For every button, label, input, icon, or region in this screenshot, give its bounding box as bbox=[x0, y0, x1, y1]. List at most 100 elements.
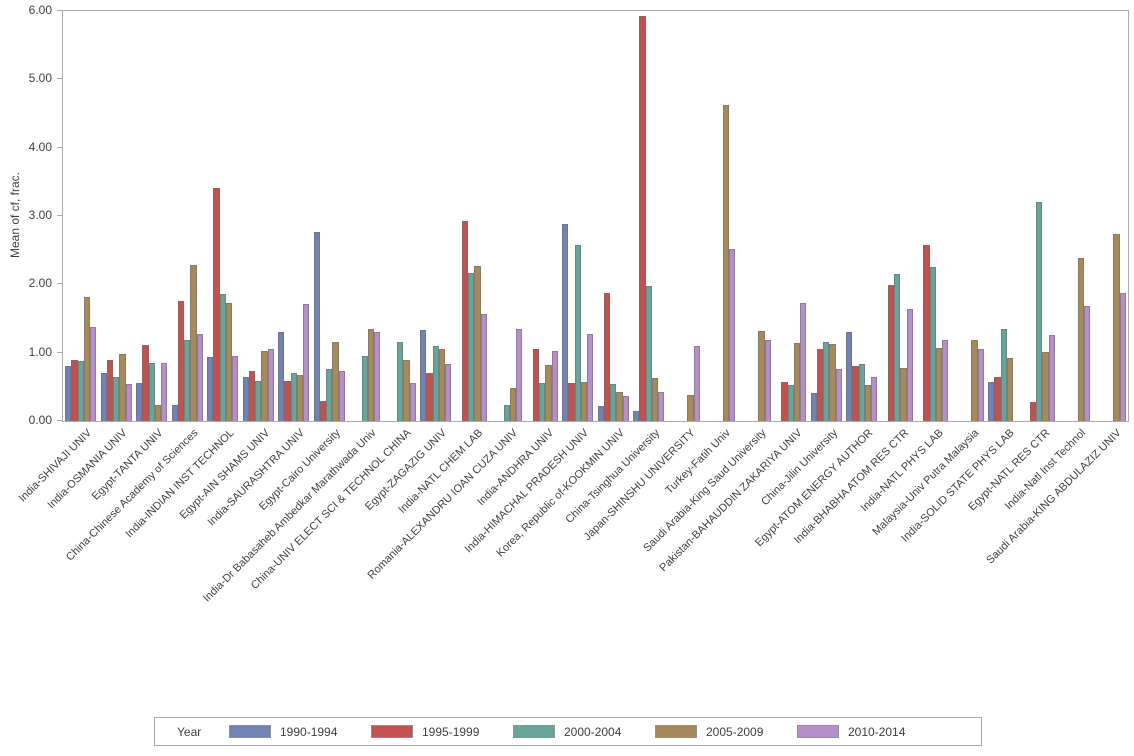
bar bbox=[562, 223, 569, 421]
bar bbox=[119, 354, 126, 421]
bar bbox=[1029, 401, 1037, 421]
bar bbox=[445, 363, 452, 421]
bar bbox=[758, 331, 765, 421]
legend-swatch bbox=[655, 725, 697, 738]
bar bbox=[1036, 201, 1043, 421]
x-axis-label: Korea, Republic of-KOOKMIN UNIV bbox=[494, 427, 627, 560]
legend: Year 1990-1994 1995-1999 2000-2004 2005-200… bbox=[154, 717, 982, 746]
y-axis-tick-mark bbox=[57, 420, 62, 421]
x-axis-label: Saudi Arabia-KING ABDULAZIZ UNIV bbox=[984, 427, 1124, 567]
bar bbox=[332, 341, 339, 421]
x-axis-label: China-Chinese Academy of Sciences bbox=[64, 427, 201, 564]
bar bbox=[971, 340, 978, 421]
bar bbox=[516, 329, 523, 421]
bar bbox=[77, 360, 84, 421]
bar bbox=[100, 373, 107, 421]
bar bbox=[207, 356, 214, 421]
bar bbox=[929, 266, 936, 421]
y-axis-tick-label: 4.00 bbox=[28, 139, 52, 154]
bar bbox=[480, 314, 487, 421]
legend-swatch bbox=[371, 725, 413, 738]
y-axis-tick-label: 0.00 bbox=[28, 413, 52, 427]
legend-entry: 2005-2009 bbox=[655, 725, 797, 739]
bar bbox=[242, 376, 249, 421]
bar bbox=[764, 340, 771, 421]
legend-entry: 1990-1994 bbox=[229, 725, 371, 739]
bar bbox=[177, 300, 185, 421]
bar bbox=[835, 369, 842, 421]
bar bbox=[367, 328, 375, 421]
y-axis-tick-label: 5.00 bbox=[28, 71, 52, 86]
bar bbox=[800, 302, 807, 421]
y-axis-tick-label: 3.00 bbox=[28, 208, 52, 222]
bar bbox=[438, 348, 446, 421]
bar bbox=[190, 265, 197, 421]
bar bbox=[90, 327, 97, 421]
bar bbox=[184, 340, 191, 421]
bar bbox=[610, 384, 617, 421]
bar bbox=[142, 345, 149, 421]
bar bbox=[106, 360, 114, 421]
y-axis-tick-mark bbox=[57, 283, 62, 285]
bar bbox=[196, 333, 203, 421]
bar bbox=[1042, 351, 1049, 421]
x-axis-label: Turkey-Fatih Univ bbox=[663, 427, 734, 497]
bar bbox=[900, 368, 907, 421]
bar bbox=[810, 392, 817, 421]
bar bbox=[225, 302, 233, 421]
bar bbox=[474, 265, 481, 421]
bar bbox=[171, 404, 178, 421]
bar bbox=[829, 344, 836, 421]
bar bbox=[587, 334, 594, 421]
legend-label: 2005-2009 bbox=[706, 724, 764, 739]
bar bbox=[397, 342, 404, 421]
legend-entry: 2010-2014 bbox=[797, 725, 939, 739]
bar bbox=[994, 377, 1001, 421]
bar bbox=[935, 347, 943, 421]
bar bbox=[255, 381, 262, 421]
bar bbox=[461, 221, 469, 421]
y-axis-tick-label: 6.00 bbox=[28, 3, 52, 17]
bar bbox=[823, 341, 830, 421]
y-axis-tick-mark bbox=[57, 146, 62, 148]
legend-entry: 2000-2004 bbox=[513, 725, 655, 739]
bar bbox=[923, 245, 930, 421]
y-axis-tick-mark bbox=[57, 215, 62, 216]
bar bbox=[326, 369, 333, 421]
y-axis-tick-mark bbox=[57, 78, 62, 80]
bar bbox=[793, 343, 801, 421]
legend-entry: 1995-1999 bbox=[371, 725, 513, 739]
legend-label: 1995-1999 bbox=[422, 724, 480, 739]
legend-label: 1990-1994 bbox=[280, 724, 338, 739]
bar bbox=[616, 391, 623, 421]
bar bbox=[148, 362, 155, 421]
legend-title: Year bbox=[177, 724, 202, 739]
bar bbox=[261, 350, 268, 421]
bar bbox=[894, 274, 901, 421]
bar bbox=[232, 356, 239, 421]
bar bbox=[858, 363, 865, 421]
bar bbox=[551, 351, 558, 421]
plot-area bbox=[62, 10, 1129, 422]
bar bbox=[503, 404, 510, 421]
bar bbox=[313, 232, 320, 421]
bar bbox=[787, 384, 794, 421]
legend-swatch bbox=[797, 725, 839, 738]
bar bbox=[816, 348, 824, 421]
bar bbox=[603, 293, 611, 421]
bar bbox=[319, 400, 327, 421]
y-axis-tick-mark bbox=[57, 10, 62, 11]
bar bbox=[161, 362, 168, 421]
bar bbox=[296, 375, 304, 421]
bar bbox=[545, 364, 552, 421]
bar bbox=[303, 304, 310, 421]
bar bbox=[852, 366, 859, 421]
bar bbox=[468, 272, 475, 421]
y-axis-tick-label: 2.00 bbox=[28, 276, 52, 291]
bar bbox=[154, 404, 162, 421]
bar bbox=[1084, 305, 1091, 421]
bar bbox=[658, 392, 665, 421]
bar bbox=[887, 285, 895, 421]
bar bbox=[403, 360, 410, 421]
